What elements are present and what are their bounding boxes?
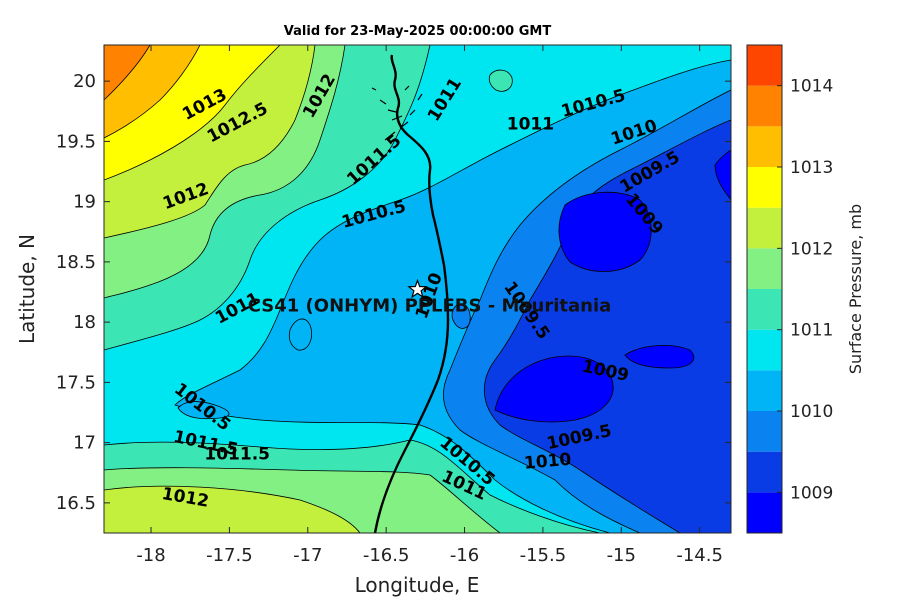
y-tick-label: 18.5 [56,252,96,273]
band-1013-5-northwest [104,45,151,101]
colorbar-segment [747,492,782,533]
contour-fill-area [104,45,731,533]
colorbar-segment [747,45,782,86]
station-label: CS41 (ONHYM) PPLEBS - Mauritania [248,296,612,317]
colorbar-tick-label: 1012 [790,239,833,259]
x-tick-label: -15 [607,545,636,566]
colorbar-segment [747,451,782,493]
contour-label: 1011 [507,114,554,134]
colorbar-tick-label: 1010 [790,402,833,422]
colorbar-segment [747,167,782,208]
y-tick-label: 17 [73,433,96,454]
x-tick-label: -16 [450,545,479,566]
colorbar-frame [746,44,783,534]
band-1009 [483,119,731,533]
colorbar-tick-label: 1014 [790,77,833,97]
y-tick-label: 20 [73,71,96,92]
map-title: Valid for 23-May-2025 00:00:00 GMT [283,24,552,39]
blob-1010-west [288,318,313,351]
coastline [373,54,450,533]
band-1008-5-far-east [714,149,731,201]
colorbar-ticks: 1009 1010 1011 1012 1013 1014 [777,77,833,503]
colorbar-segment [747,370,782,411]
y-tick-label: 19.5 [56,131,96,152]
band-1012-south [104,485,361,533]
band-1008-5-south [494,355,614,423]
colorbar-segment [747,329,782,371]
x-tick-label: -18 [136,545,165,566]
x-axis-ticks: -18 -17.5 -17 -16.5 -16 -15.5 -15 -14.5 [136,45,723,566]
x-tick-label: -14.5 [676,545,723,566]
blob-1011-north [488,69,513,92]
colorbar-segment [747,85,782,127]
band-1008-5-east [624,345,695,369]
colorbar-segment [747,411,782,452]
contour-label: 1011.5 [204,445,270,465]
x-tick-label: -17 [293,545,322,566]
x-tick-label: -16.5 [363,545,410,566]
y-tick-label: 16.5 [56,493,96,514]
y-tick-label: 18 [73,312,96,333]
colorbar-segment [747,207,782,249]
y-tick-label: 19 [73,192,96,213]
x-axis-label: Longitude, E [355,573,480,597]
star-icon[interactable] [407,278,428,299]
y-axis-label: Latitude, N [15,234,39,344]
band-1008-5-north [558,191,652,272]
colorbar-segment [747,126,782,167]
blob-1010-center [451,303,471,329]
coast-islands [371,85,423,141]
colorbar [747,45,782,533]
colorbar-segment [747,248,782,289]
colorbar-segment [747,289,782,330]
colorbar-label: Surface Pressure, mb [846,204,865,374]
plot-frame [103,44,732,534]
blob-1010-west-coast [177,401,230,420]
colorbar-tick-label: 1011 [790,321,833,341]
colorbar-tick-label: 1013 [790,158,833,178]
y-tick-label: 17.5 [56,372,96,393]
x-tick-label: -17.5 [206,545,253,566]
station-group: CS41 (ONHYM) PPLEBS - Mauritania [248,278,612,317]
colorbar-tick-label: 1009 [790,483,833,503]
y-axis-ticks: 16.5 17 17.5 18 18.5 19 19.5 20 [56,71,731,514]
x-tick-label: -15.5 [520,545,567,566]
contour-label: 1010 [523,450,572,474]
